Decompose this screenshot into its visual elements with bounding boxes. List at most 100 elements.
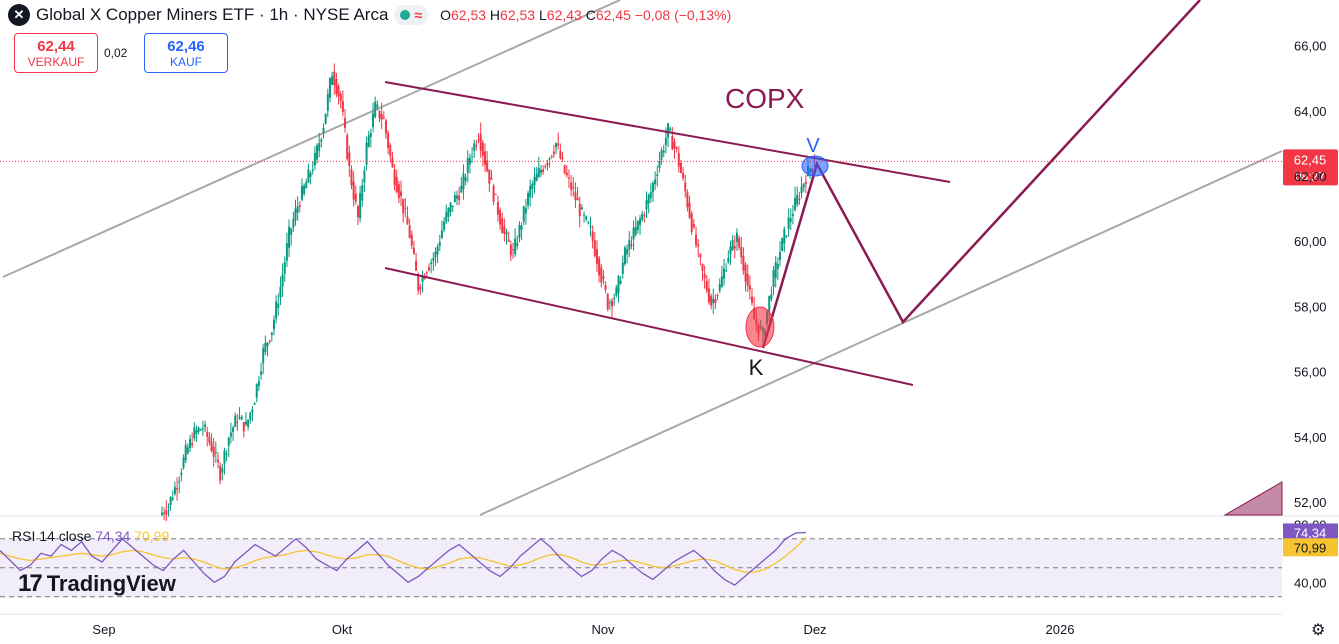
ohlc-low-key: L [538,7,547,23]
candle-body [281,274,284,287]
rsi-value-badge [1283,523,1338,542]
status-pill[interactable]: ≈ [394,5,429,25]
candle-body [417,273,420,291]
buy-label: KAUF [169,55,202,69]
candle-body [667,123,670,138]
candle-body [188,438,191,449]
corner-shape [1223,481,1283,516]
candle-body [686,192,689,208]
candle-body [303,185,306,194]
rsi-ma-badge [1283,538,1338,557]
candle-body [621,262,624,274]
candle-body [393,169,396,185]
candle-body [604,285,607,290]
candle-body [201,428,204,430]
tradingview-logo[interactable]: 17 TradingView [18,570,176,598]
candle-body [238,417,241,419]
candle-body [688,202,691,218]
candle-body [257,381,260,387]
candle-body [695,234,698,245]
candle-body [514,238,517,255]
candle-body [501,218,504,234]
candle-body [552,151,555,155]
candle-body [468,157,471,165]
last-price-label: 62,45 [1294,152,1327,167]
candle-body [781,237,784,251]
candle-body [697,244,700,247]
candle-body [354,193,357,202]
candle-body [509,244,512,256]
candle-body [647,194,650,204]
rsi-tick-label: 40,00 [1294,575,1327,590]
candle-body [324,113,327,124]
symbol-logo-icon[interactable]: ✕ [8,4,30,26]
chart-header: ✕ Global X Copper Miners ETF · 1h · NYSE… [8,2,731,28]
candle-body [802,183,805,188]
candle-body [542,169,545,172]
candle-body [574,192,577,200]
candle-body [382,117,385,119]
candle-body [649,192,652,199]
candle-body [451,205,454,207]
candle-body [322,127,325,133]
candle-body [277,303,280,309]
candle-body [419,286,422,290]
candle-body [210,441,213,451]
candle-body [440,230,443,238]
candle-body [221,468,224,473]
candle-body [613,298,616,300]
candle-body [380,114,383,120]
candle-body [240,416,243,420]
settings-gear-icon[interactable]: ⚙ [1311,622,1326,639]
candle-body [723,268,726,279]
candle-body [333,71,336,86]
candle-body [456,195,459,199]
candle-body [430,262,433,265]
candle-body [561,158,564,160]
buy-button[interactable]: 62,46 KAUF [144,33,228,73]
chart-title: COPX [725,83,805,114]
candle-body [548,158,551,160]
candle-body [632,227,635,240]
candle-body [318,143,321,151]
candle-body [363,170,366,183]
market-open-dot-icon [400,10,411,20]
candle-body [229,432,232,437]
candle-body [404,207,407,209]
candle-body [727,258,730,263]
candle-body [729,246,732,255]
candle-body [449,202,452,212]
sell-label: VERKAUF [27,55,85,69]
candle-body [716,294,719,296]
candle-body [391,157,394,167]
candle-body [690,213,693,232]
candle-body [475,145,478,147]
candle-body [212,446,215,457]
candle-body [272,319,275,330]
candle-body [692,224,695,228]
candle-body [260,371,263,375]
ohlc-readout: O62,53 H62,53 L62,43 C62,45 −0,08 (−0,13… [440,7,731,23]
rsi-legend[interactable]: RSI 14 close 74,34 70,99 [12,528,169,544]
candle-body [296,206,299,213]
candle-body [266,342,269,347]
symbol-title[interactable]: Global X Copper Miners ETF · 1h · NYSE A… [36,5,389,24]
candle-body [307,169,310,183]
candle-body [270,332,273,335]
countdown-label: 08:27 [1295,169,1325,183]
candle-body [699,254,702,258]
time-tick-label: Okt [332,622,353,637]
candle-body [598,258,601,276]
time-tick-label: Dez [803,622,826,637]
channel-upper-line [384,81,951,183]
candle-body [578,203,581,217]
candle-body [285,243,288,261]
sell-button[interactable]: 62,44 VERKAUF [14,33,98,73]
channel-lower-line [384,267,914,386]
candle-body [774,262,777,278]
candle-body [744,264,747,282]
candle-body [249,412,252,420]
candle-body [600,267,603,283]
